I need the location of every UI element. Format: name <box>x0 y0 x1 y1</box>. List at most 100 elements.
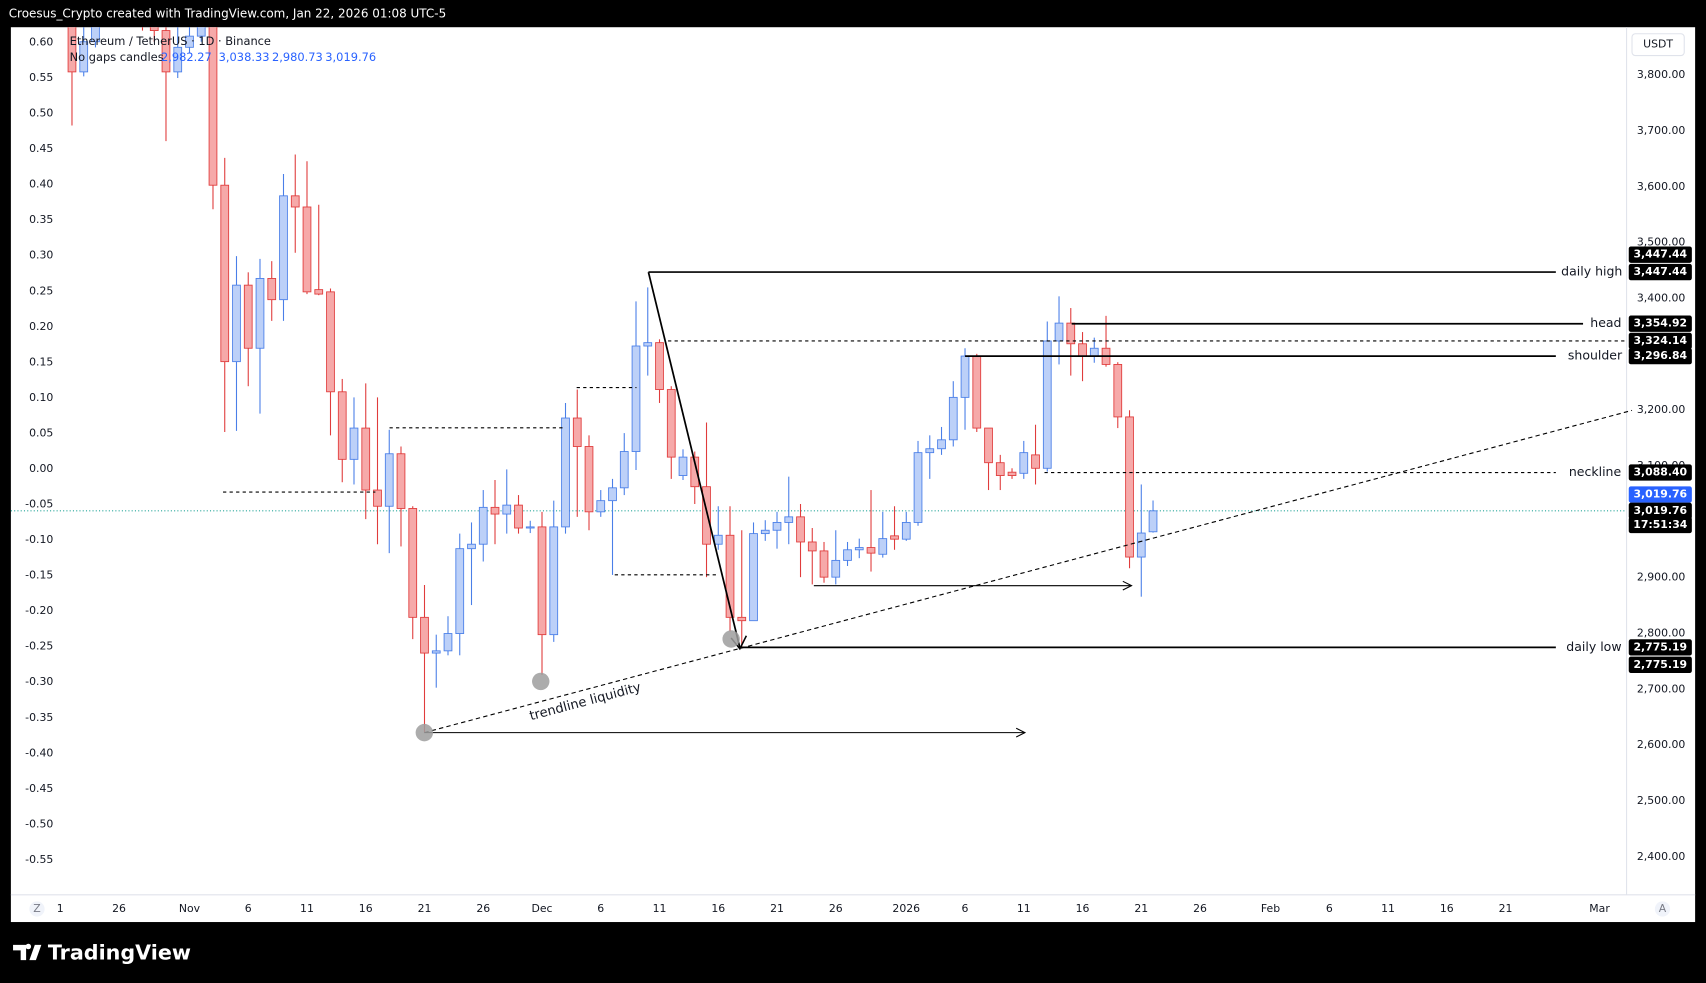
axis-button[interactable] <box>29 901 45 917</box>
y2-tick-label: 0.35 <box>29 213 53 226</box>
attribution: Croesus_Crypto created with TradingView.… <box>9 7 447 21</box>
y2-tick-label: -0.50 <box>25 817 53 830</box>
candle-body <box>1042 340 1052 469</box>
y-tick-label: 2,900.00 <box>1637 571 1685 584</box>
x-tick-label: 11 <box>300 902 314 915</box>
x-tick-label: 1 <box>57 902 64 915</box>
candle-body <box>420 616 429 654</box>
x-tick-label: 26 <box>1193 902 1207 915</box>
candle-body <box>361 427 371 491</box>
level-price: 3,324.14 <box>1633 334 1687 347</box>
candle-body <box>678 456 688 476</box>
y2-tick-label: -0.40 <box>25 746 53 759</box>
y2-tick-label: 0.55 <box>29 71 53 84</box>
candle-body <box>995 462 1005 476</box>
level-price: 2,775.19 <box>1633 640 1687 653</box>
y2-tick-label: 0.15 <box>29 355 53 368</box>
candle-body <box>502 504 512 515</box>
level-label: head <box>1590 315 1621 330</box>
y2-tick-label: 0.30 <box>29 249 53 262</box>
axis-button[interactable] <box>1654 901 1671 917</box>
level-label: shoulder <box>1568 348 1623 363</box>
liquidity-dot <box>722 630 740 648</box>
y-tick-label: 3,200.00 <box>1637 403 1685 416</box>
candle-body <box>255 278 265 349</box>
candle-body <box>1136 532 1146 558</box>
candle-body <box>749 533 758 622</box>
candle-body <box>220 184 230 363</box>
candle-body <box>561 417 570 528</box>
candle-body <box>643 342 653 347</box>
candle-body <box>1031 454 1040 469</box>
y2-tick-label: -0.35 <box>25 711 53 724</box>
candle-body <box>890 535 899 540</box>
axis-button-label[interactable]: A <box>1659 902 1667 915</box>
candle-body <box>431 650 441 654</box>
candle-body <box>1007 471 1017 476</box>
y-tick-label: 2,500.00 <box>1637 794 1685 807</box>
level-label: daily high <box>1561 264 1622 279</box>
y2-tick-label: 0.10 <box>29 391 53 404</box>
candle-body <box>549 526 559 636</box>
currency[interactable]: USDT <box>1643 38 1673 51</box>
candle-body <box>831 559 841 578</box>
x-tick-label: 11 <box>1381 902 1395 915</box>
y-tick-label: 2,400.00 <box>1637 850 1685 863</box>
level-price-box <box>1628 315 1692 332</box>
candle-body <box>819 550 829 578</box>
x-tick-label: 26 <box>476 902 490 915</box>
candle-body <box>760 529 770 535</box>
brand: TradingView <box>48 941 191 965</box>
arrow-head <box>1122 580 1133 591</box>
candle-body <box>796 516 805 543</box>
liquidity-dot <box>415 723 434 742</box>
candle-body <box>972 355 982 429</box>
x-tick-label: 21 <box>1134 902 1148 915</box>
candle-body <box>854 547 864 551</box>
candle-body <box>161 30 171 73</box>
candle-body <box>349 427 359 460</box>
x-tick-label: 16 <box>711 902 725 915</box>
y-tick-label: 3,500.00 <box>1637 236 1685 249</box>
candle-body <box>314 289 324 295</box>
candle-body <box>737 616 747 622</box>
logo-icon <box>13 943 42 961</box>
symbol-title: Ethereum / TetherUS · 1D · Binance <box>70 34 271 48</box>
x-tick-label: 16 <box>359 902 373 915</box>
level-price: 3,088.40 <box>1633 466 1687 479</box>
candle-body <box>1019 452 1029 474</box>
footer-logo: TradingView <box>13 941 191 965</box>
ohlc-high: 3,038.33 <box>219 50 270 64</box>
level-price-box <box>1628 347 1692 365</box>
candle-body <box>1148 510 1158 533</box>
level-label: neckline <box>1569 464 1622 479</box>
liquidity-dot <box>532 672 550 691</box>
candle-body <box>960 355 970 398</box>
candle-body <box>948 396 958 441</box>
last-price-box <box>1628 502 1692 520</box>
x-tick-label: 16 <box>1440 902 1454 915</box>
candle-body <box>572 417 582 447</box>
candle-body <box>373 489 382 507</box>
candle-body <box>408 508 418 618</box>
x-tick-label: 21 <box>770 902 784 915</box>
candle-body <box>690 456 700 488</box>
countdown: 17:51:34 <box>1633 518 1688 531</box>
x-tick-label: 21 <box>1499 902 1513 915</box>
level-price-box <box>1628 656 1692 673</box>
x-tick-label: 2026 <box>892 902 920 915</box>
candle-body <box>267 278 277 301</box>
y2-tick-label: -0.25 <box>25 640 53 653</box>
arrow-head <box>1015 727 1027 738</box>
x-tick-label: 26 <box>829 902 843 915</box>
candle-body <box>725 534 735 618</box>
x-tick-label: 6 <box>245 902 252 915</box>
candle-body <box>302 206 312 293</box>
candle-body <box>937 439 946 450</box>
candle-body <box>666 389 676 458</box>
candle-body <box>514 504 523 529</box>
candle-body <box>490 506 500 515</box>
currency-button[interactable] <box>1631 33 1685 57</box>
axis-button-label[interactable]: Z <box>33 902 40 915</box>
